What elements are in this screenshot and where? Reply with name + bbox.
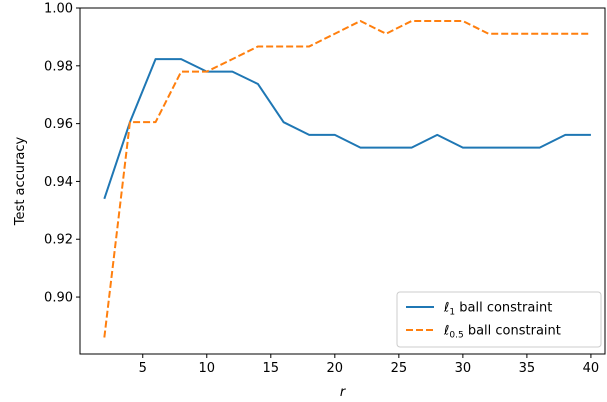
series-line-1 [103, 58, 591, 200]
legend-box [396, 291, 602, 348]
x-tick-label: 15 [263, 361, 280, 376]
y-tick-label: 0.98 [44, 59, 73, 74]
y-tick-label: 1.00 [44, 2, 73, 17]
y-tick-label: 0.90 [44, 291, 73, 306]
x-tick-label: 35 [519, 361, 536, 376]
legend: ℓ1 ball constraint ℓ0.5 ball constraint [396, 291, 602, 348]
x-tick-label: 10 [198, 361, 215, 376]
y-axis: 0.90 0.92 0.94 0.96 0.98 1.00 [44, 2, 80, 306]
legend-label-1: ℓ1 ball constraint [443, 301, 552, 318]
x-tick-label: 5 [139, 361, 147, 376]
x-tick-label: 40 [583, 361, 600, 376]
legend-label-2: ℓ0.5 ball constraint [443, 324, 561, 341]
x-axis: 5 10 15 20 25 30 35 40 [139, 354, 600, 376]
x-tick-label: 20 [327, 361, 344, 376]
x-axis-label: r [340, 385, 347, 400]
x-tick-label: 30 [455, 361, 472, 376]
y-axis-label: Test accuracy [13, 137, 28, 227]
y-tick-label: 0.96 [44, 117, 73, 132]
y-tick-label: 0.94 [44, 175, 73, 190]
y-tick-label: 0.92 [44, 233, 73, 248]
x-tick-label: 25 [391, 361, 408, 376]
series-line-2 [103, 20, 591, 338]
